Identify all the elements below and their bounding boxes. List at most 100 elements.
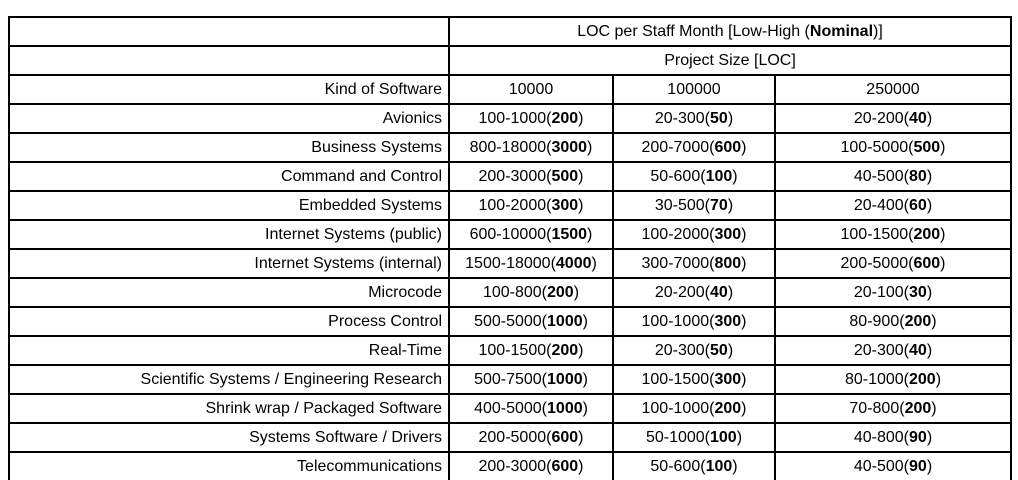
value-cell: 50-600(100) [612,161,776,192]
value-cell: 20-300(40) [774,335,1012,366]
nominal-value: 200 [904,399,932,417]
nominal-value: 500 [913,138,941,156]
nominal-value: 3000 [551,138,588,156]
nominal-value: 200 [909,370,936,388]
column-header-row: Kind of Software 10000 100000 250000 [8,74,1012,105]
value-cell: 20-300(50) [612,103,776,134]
nominal-value: 200 [913,225,941,243]
table-row: Telecommunications 200-3000(600) 50-600(10… [8,451,1012,480]
nominal-value: 600 [714,138,742,156]
nominal-value: 1500 [551,225,588,243]
table-row: Avionics 100-1000(200) 20-300(50) 20-200(40… [8,103,1012,134]
value-cell: 100-2000(300) [448,190,614,221]
column-header-250000: 250000 [774,74,1012,105]
table-row: Internet Systems (internal) 1500-18000(40… [8,248,1012,279]
row-label: Internet Systems (public) [8,219,450,250]
value-cell: 40-500(80) [774,161,1012,192]
value-cell: 600-10000(1500) [448,219,614,250]
title-row: LOC per Staff Month [Low-High (Nominal)] [8,16,1012,47]
value-cell: 70-800(200) [774,393,1012,424]
row-label: Avionics [8,103,450,134]
row-label: Business Systems [8,132,450,163]
value-cell: 40-500(90) [774,451,1012,480]
value-cell: 100-1500(200) [774,219,1012,250]
nominal-value: 90 [909,457,927,475]
value-cell: 100-2000(300) [612,219,776,250]
nominal-value: 200 [904,312,932,330]
nominal-value: 1000 [547,312,583,330]
value-cell: 20-100(30) [774,277,1012,308]
row-label: Embedded Systems [8,190,450,221]
value-cell: 500-7500(1000) [448,364,614,395]
table-row: Internet Systems (public) 600-10000(1500)… [8,219,1012,250]
corner-header: Kind of Software [8,74,450,105]
table-row: Command and Control 200-3000(500) 50-600(1… [8,161,1012,192]
nominal-value: 80 [909,167,927,185]
row-label: Telecommunications [8,451,450,480]
nominal-value: 200 [551,341,579,359]
table-body: Avionics 100-1000(200) 20-300(50) 20-200(40… [8,103,1012,480]
title-text-pre: LOC per Staff Month [Low-High ( [577,22,810,40]
value-cell: 30-500(70) [612,190,776,221]
value-cell: 40-800(90) [774,422,1012,453]
row-label: Shrink wrap / Packaged Software [8,393,450,424]
table-row: Business Systems 800-18000(3000) 200-7000(… [8,132,1012,163]
table-row: Systems Software / Drivers 200-5000(600) 5… [8,422,1012,453]
table-row: Scientific Systems / Engineering Researc… [8,364,1012,395]
value-cell: 300-7000(800) [612,248,776,279]
nominal-value: 200 [551,109,579,127]
nominal-value: 50 [710,109,728,127]
table-row: Shrink wrap / Packaged Software 400-5000(… [8,393,1012,424]
value-cell: 1500-18000(4000) [448,248,614,279]
nominal-value: 600 [551,457,579,475]
value-cell: 50-600(100) [612,451,776,480]
value-cell: 100-1000(200) [612,393,776,424]
column-header-100000: 100000 [612,74,776,105]
nominal-value: 1000 [547,399,583,417]
table-row: Microcode 100-800(200) 20-200(40) 20-100(30… [8,277,1012,308]
row-label: Real-Time [8,335,450,366]
value-cell: 200-3000(500) [448,161,614,192]
nominal-value: 600 [913,254,941,272]
table-title: LOC per Staff Month [Low-High (Nominal)] [448,16,1012,47]
table-row: Real-Time 100-1500(200) 20-300(50) 20-300(4… [8,335,1012,366]
nominal-value: 30 [909,283,927,301]
nominal-value: 70 [710,196,728,214]
value-cell: 100-1000(300) [612,306,776,337]
row-label: Scientific Systems / Engineering Researc… [8,364,450,395]
value-cell: 800-18000(3000) [448,132,614,163]
title-text-post: )] [873,22,883,40]
value-cell: 500-5000(1000) [448,306,614,337]
nominal-value: 4000 [555,254,592,272]
row-label: Systems Software / Drivers [8,422,450,453]
nominal-value: 500 [551,167,579,185]
value-cell: 80-900(200) [774,306,1012,337]
value-cell: 200-3000(600) [448,451,614,480]
nominal-value: 200 [547,283,574,301]
nominal-value: 40 [909,341,927,359]
column-header-10000: 10000 [448,74,614,105]
value-cell: 20-300(50) [612,335,776,366]
row-label: Process Control [8,306,450,337]
row-label: Internet Systems (internal) [8,248,450,279]
title-text-bold: Nominal [809,22,874,40]
value-cell: 100-1500(300) [612,364,776,395]
value-cell: 80-1000(200) [774,364,1012,395]
spacer-cell [8,16,450,47]
nominal-value: 300 [714,312,742,330]
nominal-value: 300 [714,225,742,243]
nominal-value: 40 [710,283,728,301]
value-cell: 200-5000(600) [448,422,614,453]
loc-productivity-table: LOC per Staff Month [Low-High (Nominal)]… [8,16,1012,480]
spacer-cell [8,45,450,76]
nominal-value: 800 [714,254,742,272]
nominal-value: 1000 [547,370,583,388]
nominal-value: 100 [710,428,737,446]
value-cell: 20-200(40) [774,103,1012,134]
value-cell: 400-5000(1000) [448,393,614,424]
value-cell: 100-1500(200) [448,335,614,366]
value-cell: 20-400(60) [774,190,1012,221]
nominal-value: 40 [909,109,927,127]
nominal-value: 60 [909,196,927,214]
table-row: Process Control 500-5000(1000) 100-1000(30… [8,306,1012,337]
